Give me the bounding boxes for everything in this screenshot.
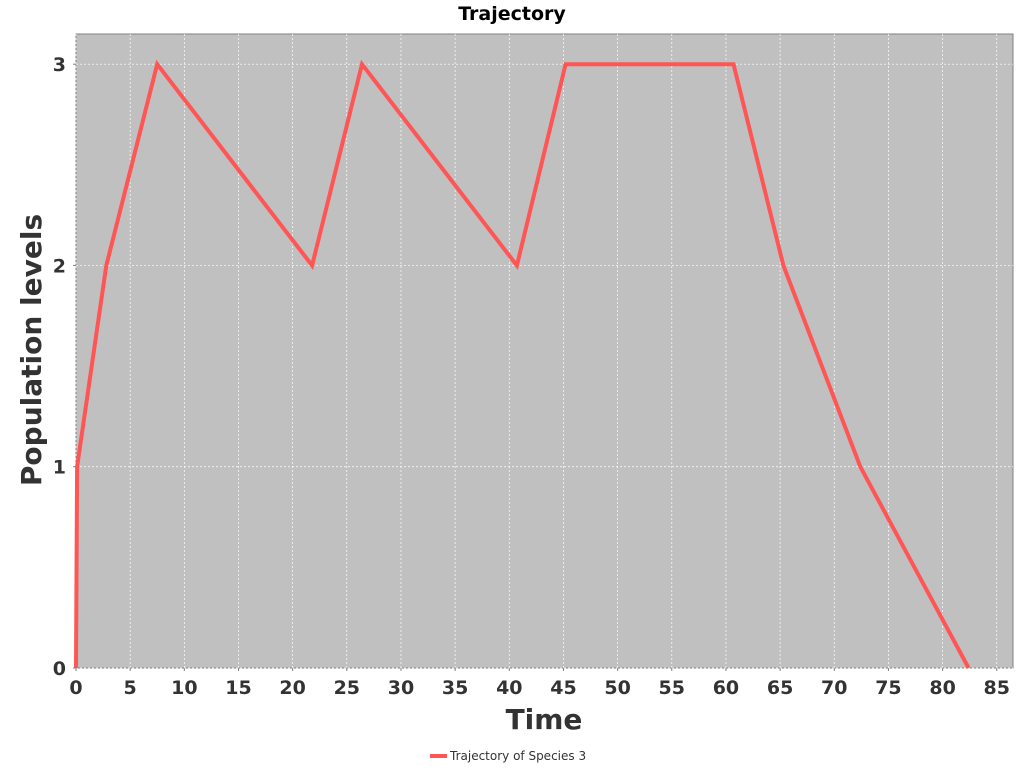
x-tick-label-10: 10 (171, 677, 197, 699)
x-tick-label-25: 25 (334, 677, 360, 699)
x-tick-label-30: 30 (388, 677, 414, 699)
y-axis-ticks: 0 1 2 3 (53, 54, 76, 680)
legend-label-species-3: Trajectory of Species 3 (449, 749, 586, 763)
y-axis-label: Population levels (15, 214, 48, 486)
x-tick-label-70: 70 (821, 677, 847, 699)
x-tick-label-0: 0 (69, 677, 82, 699)
x-tick-label-85: 85 (984, 677, 1010, 699)
plot-area (75, 33, 1014, 669)
legend: Trajectory of Species 3 (430, 749, 586, 763)
chart-title: Trajectory (458, 3, 566, 25)
x-tick-label-50: 50 (604, 677, 630, 699)
x-tick-label-65: 65 (767, 677, 793, 699)
x-axis-ticks: 0 5 10 15 20 25 30 35 40 45 50 55 60 65 70 75 80 85 (69, 668, 1010, 699)
x-tick-label-75: 75 (875, 677, 901, 699)
x-tick-label-15: 15 (225, 677, 251, 699)
x-tick-label-60: 60 (713, 677, 739, 699)
y-tick-label-2: 2 (53, 255, 66, 277)
x-tick-label-40: 40 (496, 677, 522, 699)
x-tick-label-55: 55 (659, 677, 685, 699)
y-tick-label-1: 1 (53, 457, 66, 479)
x-tick-label-35: 35 (442, 677, 468, 699)
y-tick-label-3: 3 (53, 54, 66, 76)
series-line-0 (74, 59, 971, 669)
x-tick-label-80: 80 (929, 677, 955, 699)
grid-lines (75, 34, 1013, 669)
x-axis-label: Time (506, 703, 583, 736)
x-tick-label-45: 45 (550, 677, 576, 699)
x-tick-label-5: 5 (124, 677, 137, 699)
x-tick-label-20: 20 (279, 677, 305, 699)
y-tick-label-0: 0 (53, 658, 66, 680)
